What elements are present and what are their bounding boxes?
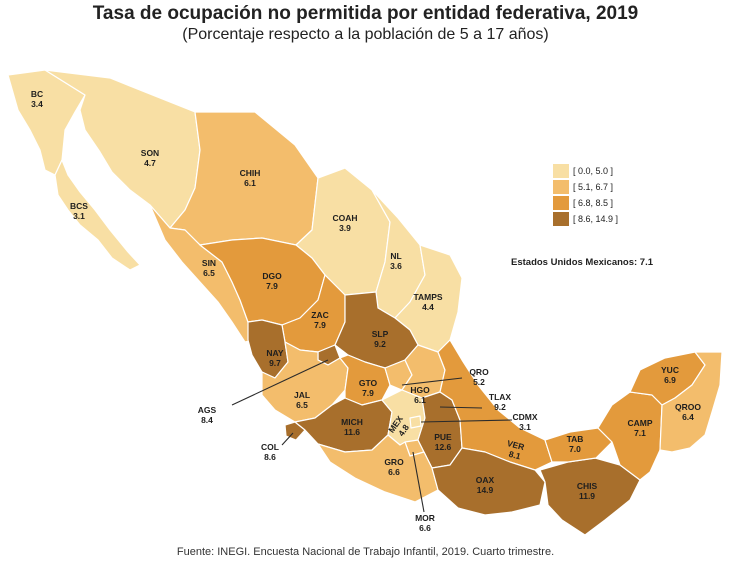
legend-swatch (553, 195, 569, 210)
label-zac-abbr: ZAC (311, 310, 328, 320)
label-mich-abbr: MICH (341, 417, 363, 427)
label-son-abbr: SON (141, 148, 159, 158)
label-yuc-abbr: YUC (661, 365, 679, 375)
label-son-value: 4.7 (144, 158, 156, 168)
label-ver-abbr: VER (506, 438, 525, 452)
label-gro-abbr: GRO (384, 457, 404, 467)
label-dgo-value: 7.9 (266, 281, 278, 291)
legend-swatch (553, 211, 569, 226)
legend-item: [ 6.8, 8.5 ] (553, 195, 618, 210)
legend-item: [ 0.0, 5.0 ] (553, 163, 618, 178)
label-chis-abbr: CHIS (577, 481, 598, 491)
label-tab-abbr: TAB (567, 434, 584, 444)
cdmx-pointer (420, 419, 513, 423)
label-col-value: 8.6 (264, 452, 276, 462)
label-mich-value: 11.6 (344, 427, 360, 437)
label-cdmx-abbr: CDMX (512, 412, 537, 422)
label-ags-abbr: AGS (198, 405, 217, 415)
label-dgo-abbr: DGO (262, 271, 282, 281)
map-title: Tasa de ocupación no permitida por entid… (92, 3, 639, 24)
label-zac-value: 7.9 (314, 320, 326, 330)
state-tab (544, 427, 613, 463)
state-gro (317, 434, 439, 503)
label-tamps-value: 4.4 (422, 302, 434, 312)
label-coah-value: 3.9 (339, 223, 351, 233)
label-hgo-abbr: HGO (410, 385, 430, 395)
label-qroo-abbr: QROO (675, 402, 701, 412)
label-qro-value: 5.2 (473, 377, 485, 387)
label-coah-abbr: COAH (332, 213, 357, 223)
label-gro-value: 6.6 (388, 467, 400, 477)
label-camp-value: 7.1 (634, 428, 646, 438)
label-chih-abbr: CHIH (240, 168, 261, 178)
label-slp-abbr: SLP (372, 329, 389, 339)
qro-pointer (401, 377, 463, 386)
legend-swatch (553, 163, 569, 178)
label-slp-value: 9.2 (374, 339, 386, 349)
label-qroo-value: 6.4 (682, 412, 694, 422)
label-nl-abbr: NL (390, 251, 401, 261)
legend-label: [ 6.8, 8.5 ] (573, 197, 614, 208)
label-oax-abbr: OAX (476, 475, 495, 485)
state-cdmx (409, 415, 422, 429)
label-chih-value: 6.1 (244, 178, 256, 188)
label-ver-value: 8.1 (508, 449, 522, 462)
label-mor-abbr: MOR (415, 513, 435, 523)
label-sin-value: 6.5 (203, 268, 215, 278)
state-qroo (659, 351, 723, 453)
tlax-pointer (439, 406, 483, 409)
source-note: Fuente: INEGI. Encuesta Nacional de Trab… (176, 546, 555, 558)
label-oax-value: 14.9 (477, 485, 494, 495)
label-bc-abbr: BC (31, 89, 43, 99)
label-tlax-abbr: TLAX (489, 392, 512, 402)
label-jal-abbr: JAL (294, 390, 310, 400)
label-gto-value: 7.9 (362, 388, 374, 398)
legend-swatch (553, 179, 569, 194)
label-jal-value: 6.5 (296, 400, 308, 410)
label-pue-abbr: PUE (434, 432, 452, 442)
state-bcs (54, 159, 141, 271)
label-tab-value: 7.0 (569, 444, 581, 454)
label-nay-value: 9.7 (269, 358, 281, 368)
map-legend: [ 0.0, 5.0 ] [ 5.1, 6.7 ] [ 6.8, 8.5 ] [… (553, 163, 618, 227)
label-chis-value: 11.9 (579, 491, 595, 501)
label-bcs-abbr: BCS (70, 201, 88, 211)
legend-label: [ 0.0, 5.0 ] (573, 165, 614, 176)
legend-item: [ 8.6, 14.9 ] (553, 211, 618, 226)
label-cdmx-value: 3.1 (519, 422, 531, 432)
label-bcs-value: 3.1 (73, 211, 85, 221)
label-qro-abbr: QRO (469, 367, 489, 377)
legend-label: [ 8.6, 14.9 ] (573, 213, 619, 224)
label-bc-value: 3.4 (31, 99, 43, 109)
label-nay-abbr: NAY (266, 348, 283, 358)
col-pointer (281, 432, 294, 446)
label-col-abbr: COL (261, 442, 279, 452)
label-tamps-abbr: TAMPS (413, 292, 442, 302)
label-ags-value: 8.4 (201, 415, 213, 425)
label-hgo-value: 6.1 (414, 395, 426, 405)
national-rate-note: Estados Unidos Mexicanos: 7.1 (511, 257, 654, 268)
legend-item: [ 5.1, 6.7 ] (553, 179, 618, 194)
label-camp-abbr: CAMP (627, 418, 652, 428)
label-yuc-value: 6.9 (664, 375, 676, 385)
label-mor-value: 6.6 (419, 523, 431, 533)
label-tlax-value: 9.2 (494, 402, 506, 412)
label-sin-abbr: SIN (202, 258, 216, 268)
label-nl-value: 3.6 (390, 261, 402, 271)
map-subtitle: (Porcentaje respecto a la población de 5… (182, 26, 549, 43)
mor-pointer (412, 451, 425, 513)
ags-pointer (231, 359, 329, 406)
label-pue-value: 12.6 (435, 442, 452, 452)
legend-label: [ 5.1, 6.7 ] (573, 181, 614, 192)
label-gto-abbr: GTO (359, 378, 378, 388)
